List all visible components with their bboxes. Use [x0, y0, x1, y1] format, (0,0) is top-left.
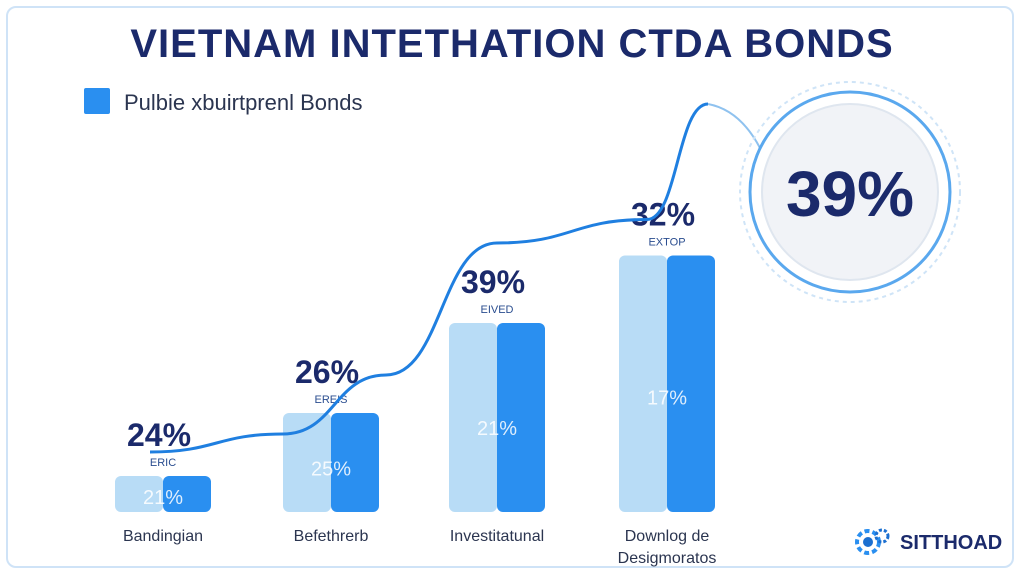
legend-label: Pulbie xbuirtprenl Bonds: [124, 90, 363, 115]
bar-inner-label: 21%: [143, 487, 183, 509]
bar-sub-label: EIVED: [480, 304, 513, 316]
bar-dark: [667, 255, 715, 512]
bar-inner-label: 17%: [647, 388, 687, 410]
bar-sub-label: ERIC: [150, 457, 176, 469]
category-label: Befethrerb: [294, 528, 369, 545]
category-label: Desigmoratos: [618, 550, 717, 567]
bar-dark: [163, 476, 211, 512]
bar-value-label: 39%: [461, 264, 525, 300]
trend-line: [149, 102, 709, 454]
connector-line: [707, 103, 761, 149]
chart-title: VIETNAM INTETHATION CTDA BONDS: [130, 22, 894, 66]
bar-dark: [497, 323, 545, 512]
logo: SITTHOAD: [852, 524, 1002, 564]
category-label: Bandingian: [123, 528, 203, 545]
bar-light: [115, 476, 163, 512]
bar-value-label: 26%: [295, 354, 359, 390]
gear-logo-icon: [855, 528, 890, 555]
bar-sub-label: EXTOP: [648, 237, 685, 249]
highlight-outer-ring: [739, 81, 961, 303]
bar-inner-label: 25%: [311, 458, 351, 480]
bar-light: [449, 323, 497, 512]
highlight-value: 39%: [786, 158, 914, 230]
bar-value-label: 32%: [631, 197, 695, 233]
bar-value-label: 24%: [127, 417, 191, 453]
highlight-disc: [761, 103, 939, 281]
bar-inner-label: 21%: [477, 418, 517, 440]
bar-dark: [331, 413, 379, 512]
chart-frame: [6, 6, 1014, 568]
category-label: Investitatunal: [450, 528, 544, 545]
logo-text: SITTHOAD: [900, 532, 1003, 554]
bar-light: [283, 413, 331, 512]
bar-light: [619, 255, 667, 512]
legend-swatch: [84, 88, 110, 114]
category-label: Downlog de: [625, 528, 710, 545]
highlight-ring: [748, 90, 952, 294]
